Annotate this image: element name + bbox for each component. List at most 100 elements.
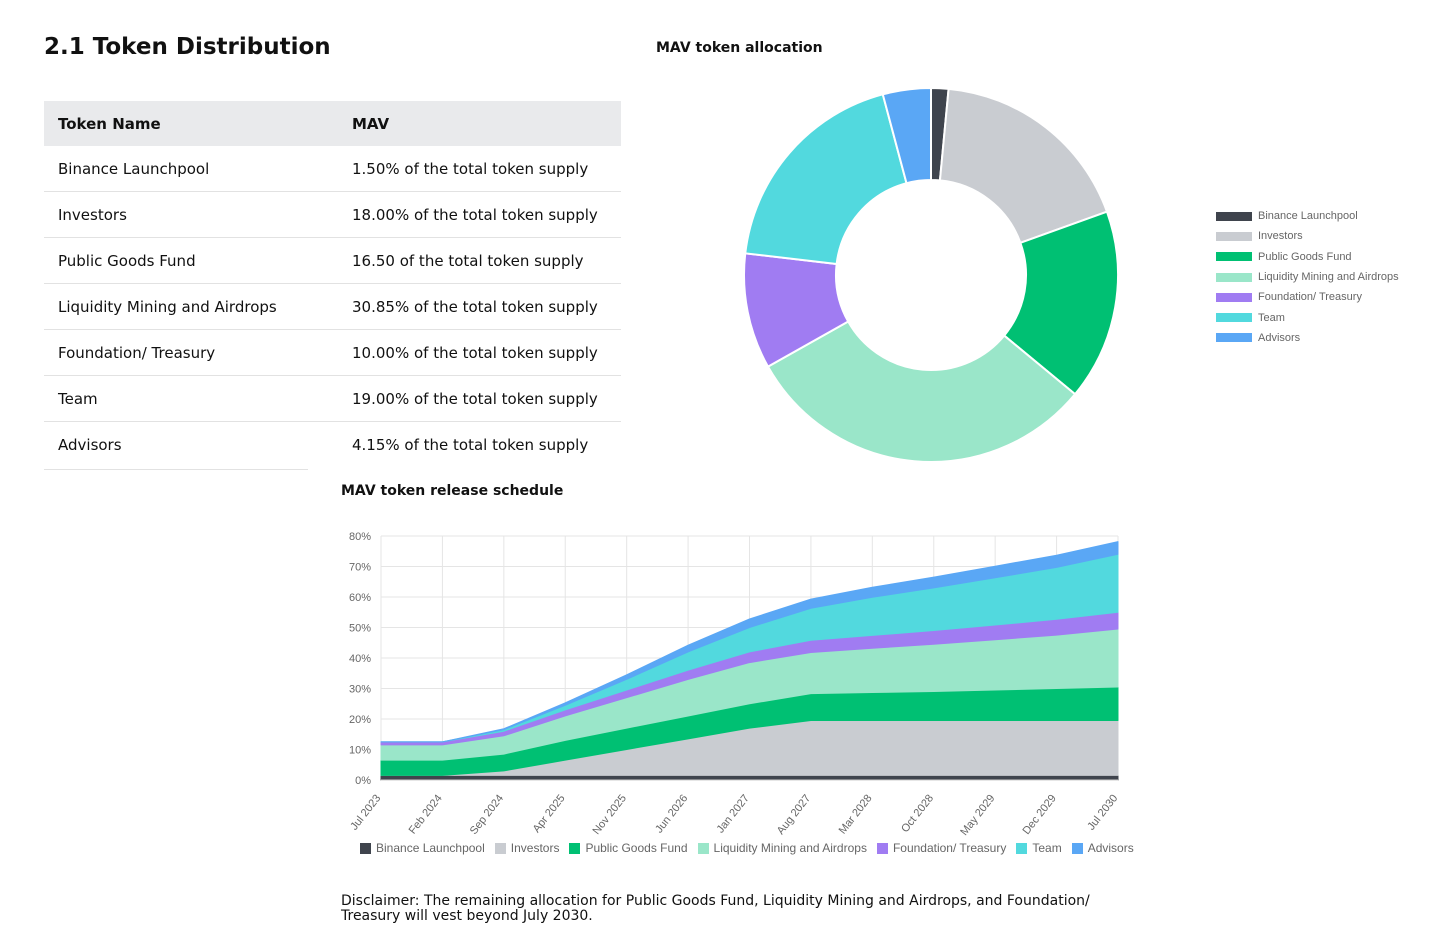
token-share-cell: 4.15% of the total token supply bbox=[352, 435, 589, 454]
table-row: Team 19.00% of the total token supply bbox=[44, 375, 621, 422]
token-name-cell: Binance Launchpool bbox=[44, 146, 338, 192]
y-tick-label: 60% bbox=[349, 592, 371, 604]
y-tick-label: 50% bbox=[349, 623, 371, 635]
area-chart-title: MAV token release schedule bbox=[341, 483, 564, 499]
legend-swatch bbox=[1216, 292, 1252, 302]
pie-slice-foundation-treasury bbox=[743, 252, 850, 368]
x-tick-label: May 2029 bbox=[958, 792, 997, 837]
x-tick-label: Sep 2024 bbox=[468, 792, 506, 837]
x-tick-label: Aug 2027 bbox=[775, 792, 813, 837]
y-tick-label: 30% bbox=[349, 684, 371, 696]
token-name-cell: Public Goods Fund bbox=[44, 237, 338, 284]
pie-legend: Binance Launchpool Investors Public Goods … bbox=[1216, 206, 1399, 348]
legend-label: Foundation/ Treasury bbox=[1258, 291, 1362, 304]
legend-swatch bbox=[569, 842, 581, 854]
legend-label: Public Goods Fund bbox=[1258, 250, 1352, 263]
legend-swatch bbox=[1216, 231, 1252, 241]
y-tick-label: 0% bbox=[355, 775, 371, 787]
area-series-investors bbox=[380, 720, 1119, 776]
legend-item: Binance Launchpool bbox=[1216, 206, 1399, 226]
y-tick-label: 20% bbox=[349, 714, 371, 726]
table-row: Public Goods Fund 16.50 of the total tok… bbox=[44, 237, 621, 284]
legend-label: Investors bbox=[1258, 230, 1303, 243]
token-distribution-table: Token Name MAV Binance Launchpool 1.50% … bbox=[44, 101, 621, 467]
token-name-cell: Liquidity Mining and Airdrops bbox=[44, 283, 338, 330]
pie-slice-investors bbox=[938, 87, 1109, 245]
area-series-public-goods-fund bbox=[380, 686, 1119, 776]
legend-label: Investors bbox=[510, 841, 560, 855]
legend-label: Team bbox=[1032, 841, 1062, 855]
legend-label: Advisors bbox=[1087, 841, 1134, 855]
legend-item: Foundation/ Treasury bbox=[1216, 287, 1399, 307]
pie-slice-advisors bbox=[881, 86, 932, 185]
legend-label: Binance Launchpool bbox=[376, 841, 485, 855]
table-row: Investors 18.00% of the total token supp… bbox=[44, 191, 621, 238]
legend-item: Liquidity Mining and Airdrops bbox=[1216, 267, 1399, 287]
legend-item: Team bbox=[1216, 307, 1399, 327]
legend-item: Advisors bbox=[1216, 328, 1399, 348]
area-series-team bbox=[380, 553, 1119, 743]
legend-item: Advisors bbox=[1071, 841, 1134, 855]
table-header-row: Token Name MAV bbox=[44, 101, 621, 146]
x-tick-label: Feb 2024 bbox=[407, 792, 445, 836]
legend-swatch bbox=[1216, 252, 1252, 262]
legend-swatch bbox=[1216, 313, 1252, 323]
x-tick-label: Dec 2029 bbox=[1020, 792, 1058, 836]
table-row: Advisors 4.15% of the total token supply bbox=[44, 422, 621, 468]
y-tick-label: 10% bbox=[349, 745, 371, 757]
legend-item: Investors bbox=[1216, 226, 1399, 246]
pie-slice-binance-launchpool bbox=[930, 86, 950, 182]
legend-item: Team bbox=[1016, 841, 1062, 855]
pie-slice-team bbox=[744, 93, 908, 266]
legend-label: Binance Launchpool bbox=[1258, 210, 1358, 223]
legend-swatch bbox=[1071, 842, 1083, 854]
token-share-cell: 16.50 of the total token supply bbox=[338, 237, 621, 284]
legend-label: Public Goods Fund bbox=[585, 841, 688, 855]
area-series-binance-launchpool bbox=[380, 774, 1119, 781]
x-tick-label: Jul 2023 bbox=[348, 792, 383, 832]
legend-item: Public Goods Fund bbox=[1216, 247, 1399, 267]
legend-label: Liquidity Mining and Airdrops bbox=[1258, 271, 1399, 284]
legend-swatch bbox=[1016, 842, 1028, 854]
table-bottom-divider bbox=[44, 469, 308, 470]
x-tick-label: Apr 2025 bbox=[531, 792, 568, 835]
table-row: Liquidity Mining and Airdrops 30.85% of … bbox=[44, 283, 621, 330]
legend-label: Team bbox=[1258, 311, 1285, 324]
token-share-cell: 10.00% of the total token supply bbox=[338, 329, 621, 376]
pie-chart-title: MAV token allocation bbox=[656, 40, 823, 56]
legend-swatch bbox=[494, 842, 506, 854]
legend-label: Foundation/ Treasury bbox=[892, 841, 1007, 855]
legend-item: Investors bbox=[494, 841, 560, 855]
legend-item: Binance Launchpool bbox=[360, 841, 485, 855]
legend-swatch bbox=[1216, 333, 1252, 343]
y-tick-label: 40% bbox=[349, 653, 371, 665]
legend-item: Liquidity Mining and Airdrops bbox=[697, 841, 867, 855]
token-share-cell: 1.50% of the total token supply bbox=[338, 146, 621, 192]
column-header-mav: MAV bbox=[338, 101, 621, 146]
legend-item: Foundation/ Treasury bbox=[876, 841, 1007, 855]
column-header-token-name: Token Name bbox=[44, 101, 338, 146]
legend-label: Advisors bbox=[1258, 331, 1301, 344]
y-tick-label: 70% bbox=[349, 562, 371, 574]
legend-swatch bbox=[1216, 272, 1252, 282]
token-share-cell: 19.00% of the total token supply bbox=[338, 375, 621, 422]
legend-swatch bbox=[360, 842, 371, 854]
token-name-cell: Team bbox=[44, 375, 338, 422]
disclaimer-text: Disclaimer: The remaining allocation for… bbox=[341, 893, 1090, 924]
area-series-liquidity-mining-and-airdrops bbox=[380, 628, 1119, 761]
token-name-cell: Investors bbox=[44, 191, 338, 238]
token-share-cell: 18.00% of the total token supply bbox=[338, 191, 621, 238]
x-tick-label: Jul 2030 bbox=[1085, 792, 1120, 832]
x-tick-label: Jun 2026 bbox=[653, 792, 690, 835]
area-series-advisors bbox=[380, 541, 1119, 743]
legend-swatch bbox=[1216, 211, 1252, 221]
legend-item: Public Goods Fund bbox=[569, 841, 688, 855]
legend-label: Liquidity Mining and Airdrops bbox=[713, 841, 867, 855]
table-row: Binance Launchpool 1.50% of the total to… bbox=[44, 146, 621, 192]
legend-swatch bbox=[697, 842, 709, 854]
area-legend: Binance Launchpool Investors Public Goods … bbox=[360, 841, 1144, 855]
x-tick-label: Nov 2025 bbox=[591, 792, 629, 836]
area-series-foundation-treasury bbox=[380, 611, 1119, 746]
token-name-cell: Advisors bbox=[58, 435, 122, 454]
table-row: Foundation/ Treasury 10.00% of the total… bbox=[44, 329, 621, 376]
